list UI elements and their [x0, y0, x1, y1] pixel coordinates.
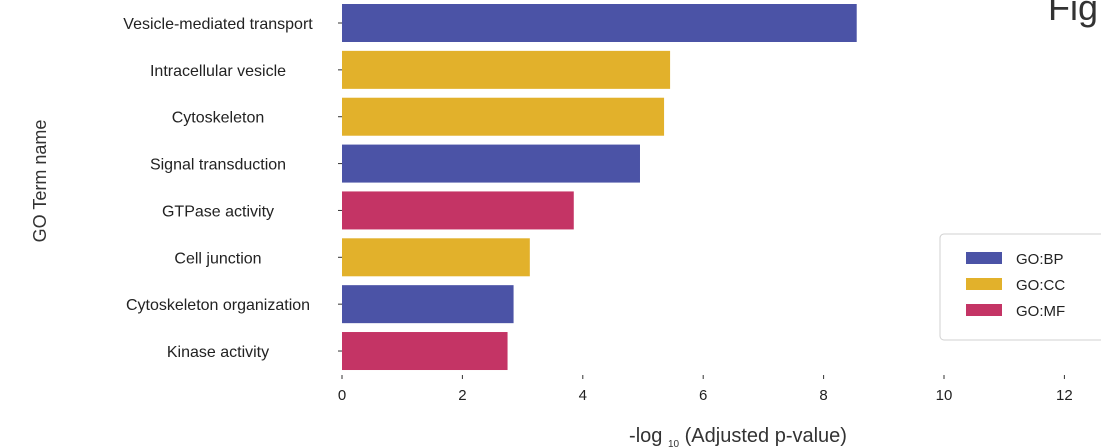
x-tick-label: 2 [458, 387, 466, 404]
x-tick-label: 10 [936, 387, 953, 404]
y-tick-label: Vesicle-mediated transport [123, 16, 313, 33]
bar [342, 144, 640, 183]
y-axis-ticks [338, 22, 342, 352]
x-axis-title-suffix: (Adjusted p-value) [685, 425, 847, 447]
bar [342, 191, 574, 230]
x-axis-title-subscript: 10 [668, 439, 680, 448]
y-tick-label: Cell junction [174, 250, 261, 267]
legend-swatch [966, 278, 1002, 290]
legend: GO:BP GO:CC GO:MF [939, 233, 1101, 341]
bar [342, 285, 514, 324]
legend-swatch [966, 252, 1002, 264]
bar [342, 332, 508, 371]
legend-label: GO:CC [1016, 277, 1065, 294]
y-axis-labels: Vesicle-mediated transport Intracellular … [123, 16, 313, 361]
y-tick-label: Intracellular vesicle [150, 63, 286, 80]
x-tick-label: 12 [1056, 387, 1073, 404]
y-tick-label: Kinase activity [167, 344, 269, 361]
x-tick-label: 6 [699, 387, 707, 404]
x-tick-label: 0 [338, 387, 346, 404]
y-tick-label: Signal transduction [150, 157, 286, 174]
legend-label: GO:MF [1016, 303, 1065, 320]
legend-label: GO:BP [1016, 251, 1064, 268]
y-tick-label: GTPase activity [162, 203, 274, 220]
bars [342, 4, 857, 371]
y-axis-title: GO Term name [30, 120, 50, 243]
y-tick-label: Cytoskeleton [172, 110, 265, 127]
x-tick-label: 8 [819, 387, 827, 404]
bar [342, 4, 857, 42]
x-axis-title: -log 10 (Adjusted p-value) [629, 425, 847, 448]
y-tick-label: Cytoskeleton organization [126, 297, 310, 314]
legend-swatch [966, 304, 1002, 316]
x-axis-title-prefix: -log [629, 425, 662, 447]
x-axis-labels: 0 2 4 6 8 10 12 [338, 387, 1073, 404]
bar [342, 97, 665, 136]
chart-title: Fig [1048, 0, 1098, 28]
x-tick-label: 4 [579, 387, 587, 404]
bar [342, 238, 530, 277]
bar [342, 50, 671, 89]
x-axis-ticks [341, 375, 1065, 379]
